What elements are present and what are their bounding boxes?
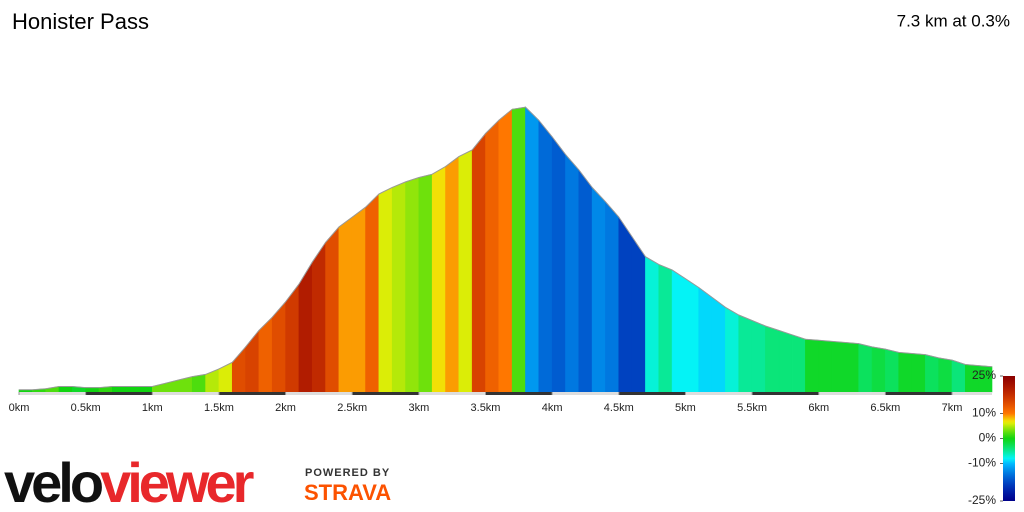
- gradient-segment: [791, 334, 806, 393]
- gradient-segment: [525, 106, 540, 393]
- gradient-segment: [231, 346, 246, 393]
- gradient-segment: [405, 177, 420, 393]
- gradient-segment: [805, 338, 820, 393]
- logo-part: viewer: [100, 451, 254, 512]
- gradient-segment: [845, 342, 860, 393]
- x-tick-label: 1km: [142, 402, 163, 414]
- gradient-segment: [565, 153, 580, 393]
- gradient-segment: [591, 186, 606, 393]
- gradient-segment: [338, 216, 353, 393]
- gradient-segment: [378, 186, 393, 393]
- gradient-segment: [498, 108, 513, 393]
- gradient-segment: [205, 368, 220, 393]
- gradient-segment: [831, 341, 846, 393]
- colorbar-label: 0%: [979, 431, 997, 445]
- gradient-segment: [898, 352, 913, 393]
- gradient-segment: [471, 132, 486, 393]
- gradient-segment: [285, 283, 300, 393]
- x-tick-label: 0km: [9, 402, 30, 414]
- gradient-segment: [631, 235, 646, 393]
- colorbar-label: -25%: [968, 493, 996, 507]
- axis-band-dark: [218, 392, 286, 395]
- gradient-segment: [418, 173, 433, 393]
- x-tick-label: 4km: [542, 402, 563, 414]
- x-tick-label: 2.5km: [337, 402, 367, 414]
- gradient-segment: [511, 106, 526, 393]
- gradient-segment: [125, 386, 140, 393]
- colorbar-label: -10%: [968, 456, 996, 470]
- gradient-segment: [311, 241, 326, 393]
- gradient-segment: [871, 346, 886, 393]
- gradient-segment: [485, 119, 500, 393]
- x-tick-label: 6.5km: [870, 402, 900, 414]
- gradient-segment: [85, 387, 100, 393]
- powered-by: POWERED BY: [305, 467, 390, 479]
- axis-band-dark: [885, 392, 953, 395]
- gradient-segment: [218, 361, 233, 393]
- gradient-segment: [751, 320, 766, 393]
- gradient-segment: [325, 226, 340, 393]
- gradient-segment: [618, 216, 633, 393]
- axis-band-dark: [485, 392, 553, 395]
- gradient-segment: [951, 359, 966, 393]
- gradient-segment: [818, 339, 833, 393]
- x-tick-label: 1.5km: [204, 402, 234, 414]
- colorbar-label: 10%: [972, 406, 996, 420]
- gradient-segment: [925, 354, 939, 393]
- gradient-segment: [645, 256, 660, 393]
- colorbar-label: 25%: [972, 368, 996, 382]
- axis-band-dark: [85, 392, 153, 395]
- gradient-segment: [112, 386, 126, 393]
- gradient-segment: [605, 200, 620, 393]
- axis-band-dark: [752, 392, 819, 395]
- gradient-segment: [578, 168, 593, 393]
- gradient-segment: [725, 306, 740, 393]
- axis-band-dark: [352, 392, 419, 395]
- x-tick-label: 3.5km: [471, 402, 501, 414]
- logo-part: velo: [4, 451, 103, 512]
- gradient-segment: [365, 193, 380, 393]
- gradient-segment: [711, 296, 726, 393]
- gradient-segment: [538, 119, 553, 393]
- gradient-segment: [458, 149, 473, 393]
- x-tick-label: 7km: [942, 402, 963, 414]
- chart-title: Honister Pass: [12, 9, 149, 34]
- gradient-segment: [191, 374, 206, 393]
- chart-subtitle: 7.3 km at 0.3%: [897, 11, 1010, 30]
- profile-line: [19, 106, 993, 391]
- gradient-segment: [351, 206, 366, 393]
- gradient-segment: [551, 135, 566, 393]
- gradient-segment: [391, 181, 406, 393]
- gradient-segment: [778, 329, 793, 393]
- gradient-segment: [138, 386, 153, 393]
- gradient-segment: [658, 263, 673, 393]
- x-tick-label: 2km: [275, 402, 296, 414]
- gradient-segment: [431, 165, 446, 393]
- x-tick-label: 5.5km: [737, 402, 767, 414]
- gradient-segment: [685, 278, 700, 393]
- gradient-segment: [885, 348, 899, 393]
- gradient-segment: [245, 329, 260, 393]
- x-tick-label: 6km: [808, 402, 829, 414]
- x-tick-label: 3km: [408, 402, 429, 414]
- gradient-segment: [911, 353, 926, 393]
- logo: veloviewer: [4, 451, 254, 512]
- colorbar: [1003, 376, 1015, 501]
- gradient-segment: [938, 357, 953, 393]
- gradient-segment: [671, 269, 686, 393]
- x-tick-label: 5km: [675, 402, 696, 414]
- strava-logo: STRAVA: [304, 480, 391, 505]
- x-tick-label: 4.5km: [604, 402, 634, 414]
- gradient-segment: [445, 156, 460, 393]
- gradient-segment: [58, 386, 73, 393]
- x-tick-label: 0.5km: [71, 402, 101, 414]
- gradient-segment: [698, 286, 713, 393]
- gradient-segment: [738, 314, 753, 393]
- axis-band-dark: [618, 392, 686, 395]
- gradient-segment: [858, 343, 873, 393]
- gradient-segment: [765, 325, 780, 393]
